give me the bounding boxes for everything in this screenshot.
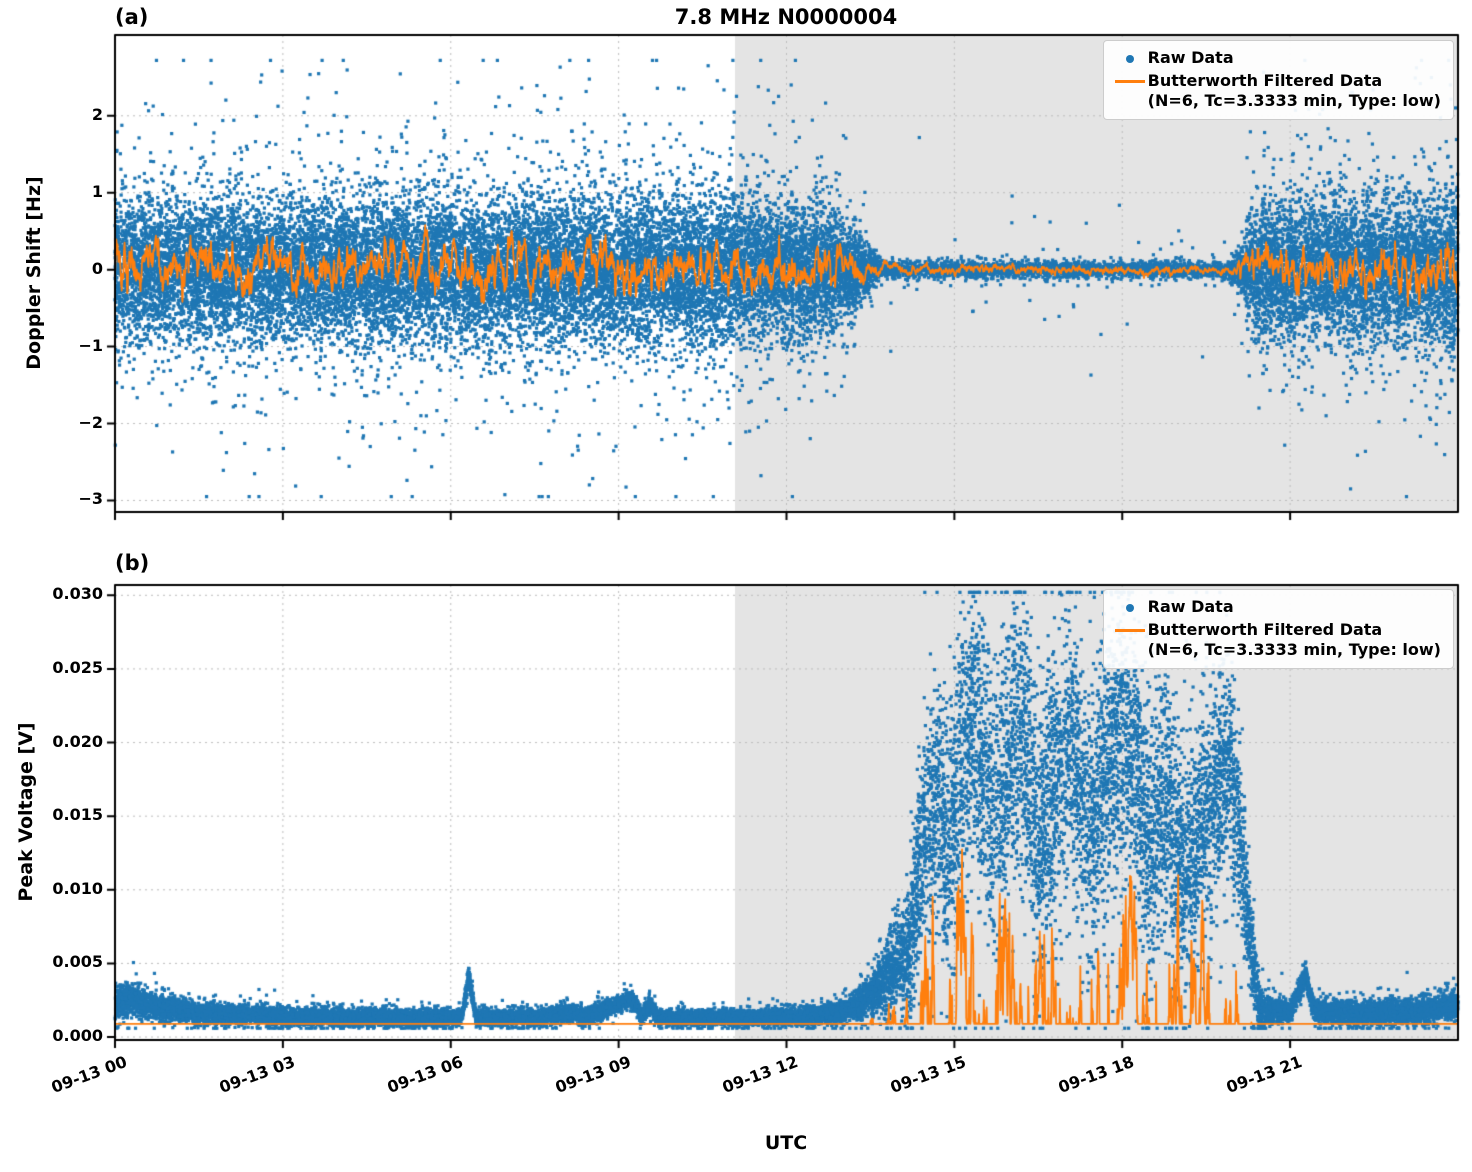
legend-label-filtered-name: Butterworth Filtered Data [1147,71,1383,90]
x-axis-label-utc: UTC [764,1132,808,1154]
raw-data-dot-icon [1125,54,1134,63]
legend-panel-b: Raw Data Butterworth Filtered Data (N=6, … [1102,589,1454,669]
y-tick-label: 0.030 [52,584,103,604]
y-tick-label: 0.025 [52,657,103,677]
legend-label-filtered-detail: (N=6, Tc=3.3333 min, Type: low) [1147,91,1441,111]
y-tick-label: 0.015 [52,805,103,825]
y-tick-label: −1 [78,335,103,355]
y-tick-label: 1 [91,181,103,201]
y-tick-label: 0.010 [52,878,103,898]
y-tick-label: 0.005 [52,952,103,972]
legend-label-filtered: Butterworth Filtered Data (N=6, Tc=3.3333… [1148,71,1441,112]
legend-entry-raw: Raw Data [1112,597,1441,618]
legend-panel-a: Raw Data Butterworth Filtered Data (N=6, … [1102,40,1454,120]
raw-data-marker-swatch [1112,48,1148,69]
y-tick-label: 0.000 [52,1026,103,1046]
raw-data-marker-swatch [1112,597,1148,618]
filtered-line-swatch [1112,620,1148,641]
legend-label-raw: Raw Data [1147,48,1234,67]
raw-data-dot-icon [1125,603,1134,612]
panel-a-label: (a) [115,5,149,29]
legend-label-filtered: Butterworth Filtered Data (N=6, Tc=3.3333… [1148,620,1441,661]
legend-entry-filtered: Butterworth Filtered Data (N=6, Tc=3.3333… [1112,620,1441,661]
legend-entry-filtered: Butterworth Filtered Data (N=6, Tc=3.3333… [1112,71,1441,112]
y-tick-label: 0.020 [52,731,103,751]
y-tick-label: 0 [91,258,103,278]
y-axis-label-voltage: Peak Voltage [V] [15,722,37,902]
y-tick-label: −2 [78,412,103,432]
filtered-line-swatch [1112,71,1148,92]
y-axis-label-doppler: Doppler Shift [Hz] [23,176,45,370]
legend-label-raw: Raw Data [1147,597,1234,616]
filtered-line-icon [1114,629,1145,632]
filtered-line-icon [1114,80,1145,83]
chart-title: 7.8 MHz N0000004 [674,5,898,29]
legend-label-filtered-name: Butterworth Filtered Data [1147,620,1383,639]
legend-entry-raw: Raw Data [1112,48,1441,69]
legend-label-filtered-detail: (N=6, Tc=3.3333 min, Type: low) [1147,640,1441,660]
y-tick-label: −3 [78,489,103,509]
y-tick-label: 2 [91,104,103,124]
panel-b-label: (b) [115,551,150,575]
